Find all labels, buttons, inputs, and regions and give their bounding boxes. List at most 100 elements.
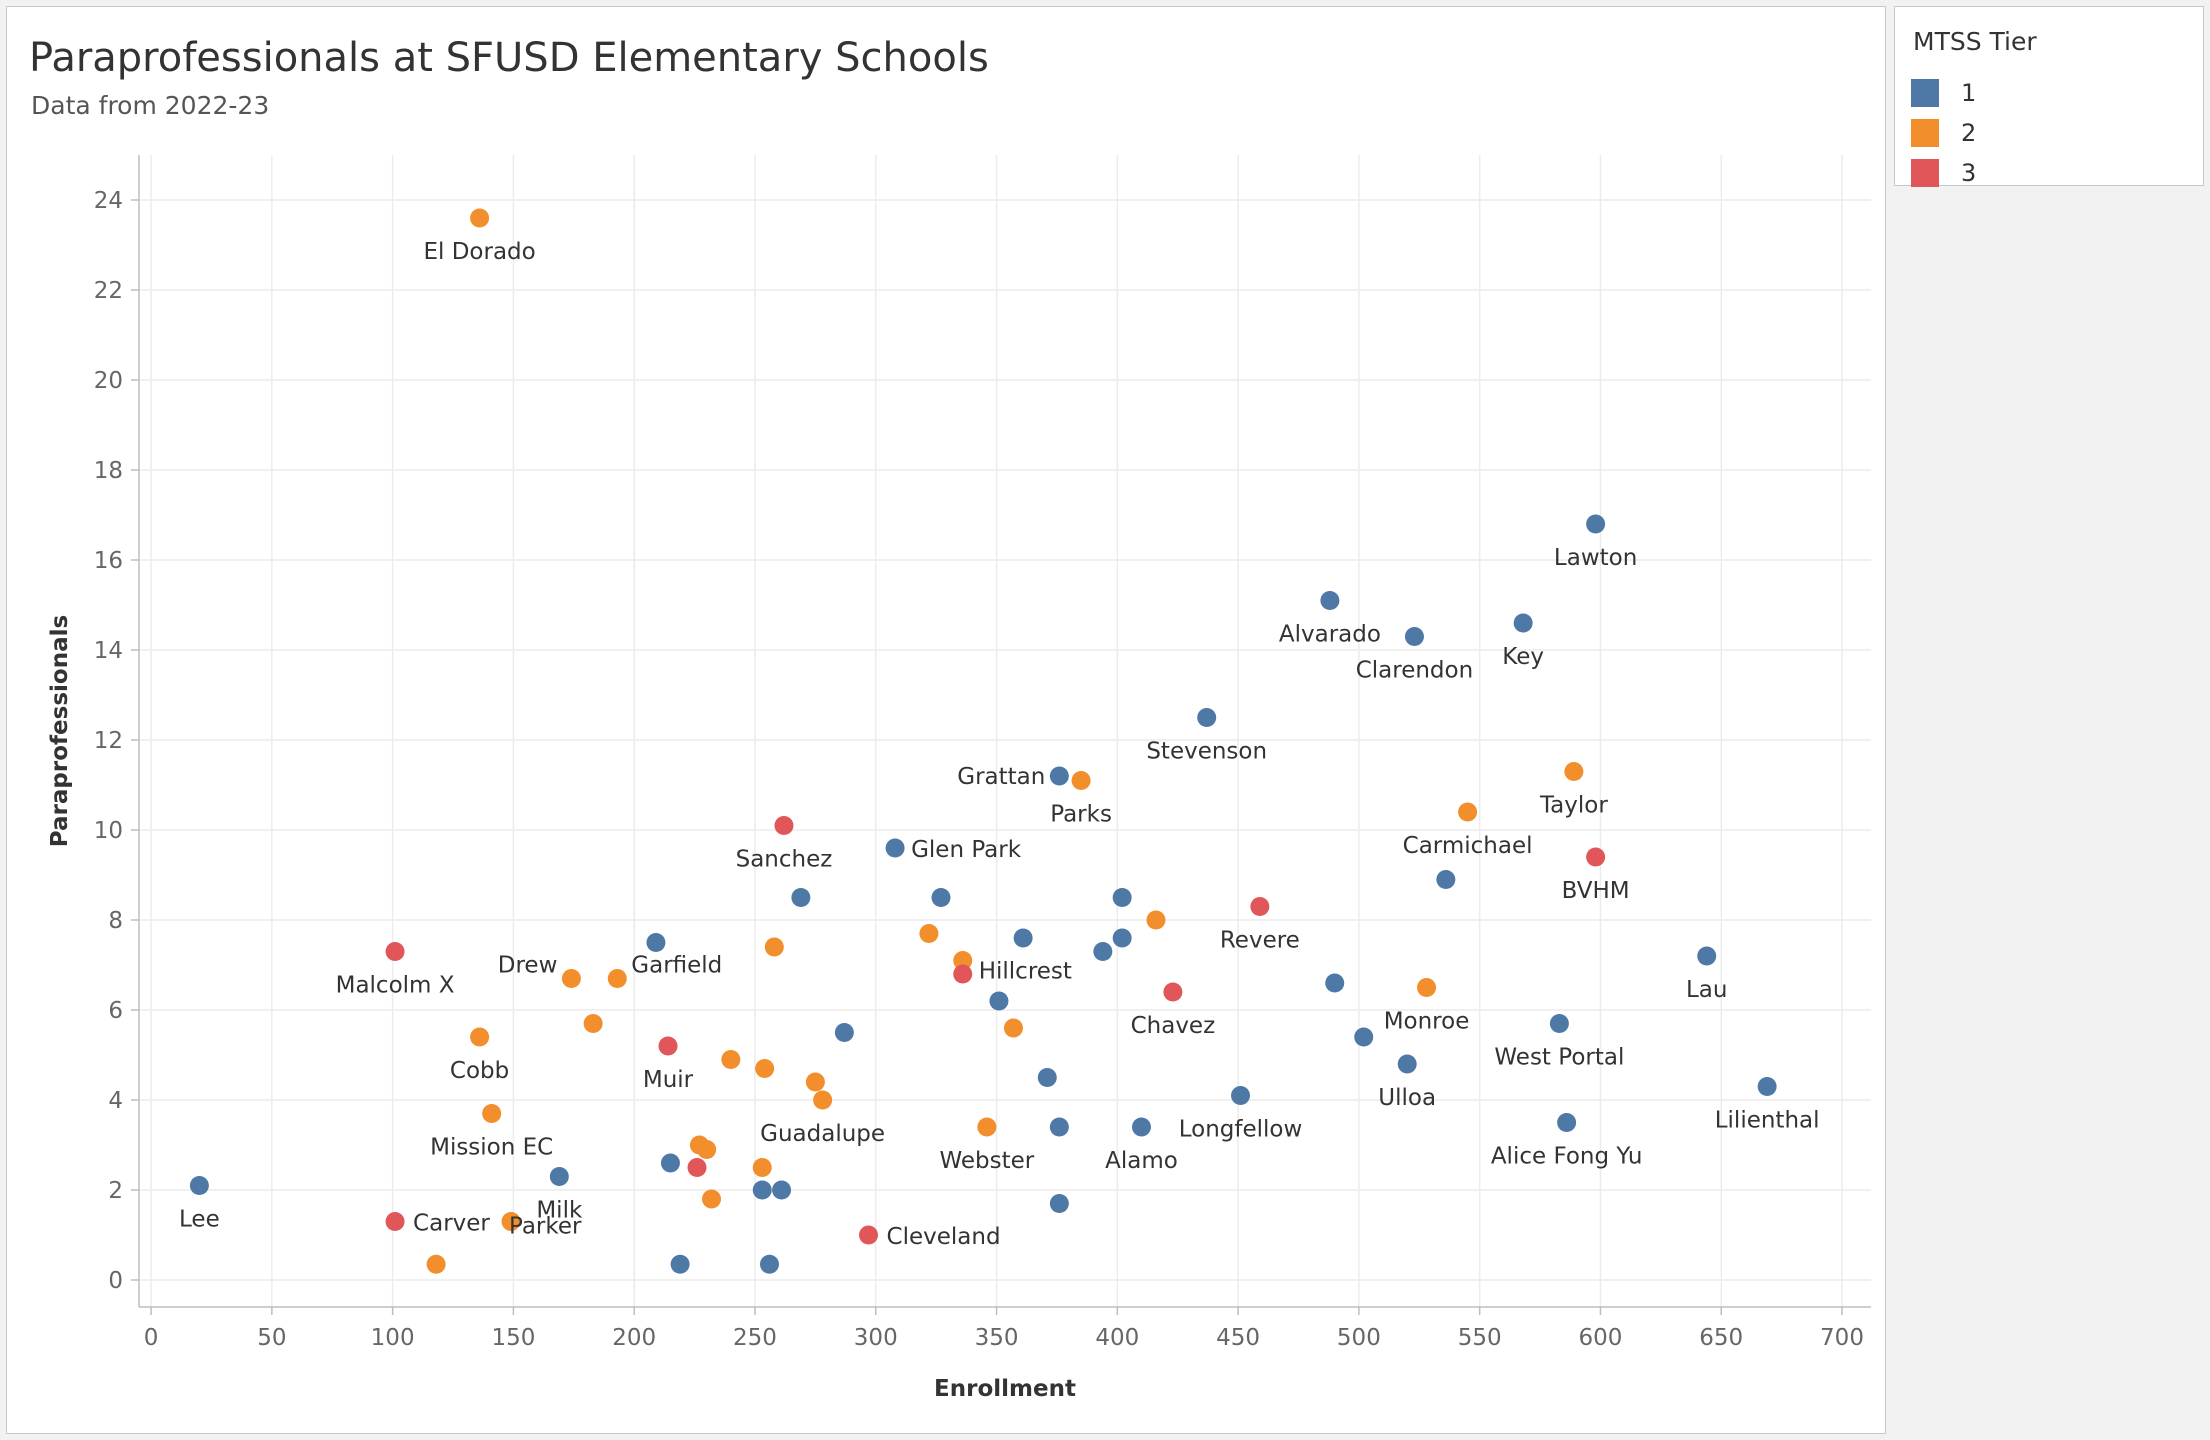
point-tier-3 xyxy=(774,816,794,835)
point-label-lau: Lau xyxy=(1686,977,1728,1003)
point-tier-1 xyxy=(1757,1077,1777,1096)
point-tier-2 xyxy=(482,1104,502,1123)
legend-label-tier-3: 3 xyxy=(1961,159,1977,187)
point-label-el-dorado: El Dorado xyxy=(423,239,535,265)
legend-item-tier-2[interactable]: 2 xyxy=(1911,118,1976,148)
point-tier-1 xyxy=(989,991,1009,1011)
point-label-key: Key xyxy=(1502,644,1544,670)
x-tick-label: 150 xyxy=(491,1325,535,1351)
point-label-drew: Drew xyxy=(498,953,558,979)
point-label-parker: Parker xyxy=(509,1214,582,1240)
point-label-lee: Lee xyxy=(179,1207,220,1233)
point-tier-2 xyxy=(764,937,784,957)
point-tier-2 xyxy=(919,924,939,943)
point-tier-2 xyxy=(1003,1018,1023,1038)
point-label-carver: Carver xyxy=(413,1211,490,1237)
x-tick-label: 200 xyxy=(612,1325,656,1351)
point-tier-1 xyxy=(1013,928,1033,948)
point-tier-1 xyxy=(1049,1117,1069,1137)
point-tier-1 xyxy=(670,1254,690,1274)
point-tier-1 xyxy=(1397,1054,1417,1074)
legend-title: MTSS Tier xyxy=(1913,27,2037,56)
point-tier-1 xyxy=(759,1254,779,1274)
point-tier-2 xyxy=(426,1254,446,1274)
point-tier-2 xyxy=(501,1212,521,1231)
point-label-webster: Webster xyxy=(940,1148,1035,1174)
point-tier-2 xyxy=(1146,910,1166,930)
point-tier-2 xyxy=(470,208,490,228)
point-tier-1 xyxy=(646,933,666,952)
point-tier-1 xyxy=(1549,1014,1569,1033)
point-tier-1 xyxy=(752,1180,772,1200)
x-tick-label: 700 xyxy=(1820,1325,1864,1351)
y-tick-label: 8 xyxy=(108,908,123,934)
point-tier-2 xyxy=(1417,978,1437,997)
y-tick-label: 10 xyxy=(94,818,123,844)
y-tick-label: 18 xyxy=(94,458,123,484)
point-label-hillcrest: Hillcrest xyxy=(979,959,1072,985)
point-tier-1 xyxy=(1197,708,1217,727)
point-label-cleveland: Cleveland xyxy=(887,1224,1001,1250)
y-axis-title: Paraprofessionals xyxy=(47,615,73,847)
point-tier-3 xyxy=(1250,897,1270,916)
point-tier-1 xyxy=(1049,766,1069,786)
point-tier-1 xyxy=(189,1176,209,1195)
point-tier-2 xyxy=(561,969,581,988)
point-tier-3 xyxy=(953,964,973,984)
point-tier-3 xyxy=(385,1212,405,1231)
point-tier-1 xyxy=(1325,973,1345,993)
point-tier-1 xyxy=(1131,1117,1151,1137)
point-tier-2 xyxy=(1071,771,1091,790)
point-tier-2 xyxy=(470,1027,490,1047)
legend-item-tier-3[interactable]: 3 xyxy=(1911,158,1976,188)
point-label-stevenson: Stevenson xyxy=(1146,739,1267,765)
point-tier-1 xyxy=(1586,514,1606,534)
chart-subtitle: Data from 2022-23 xyxy=(31,91,270,120)
point-tier-1 xyxy=(1093,942,1113,961)
point-tier-1 xyxy=(1697,946,1717,966)
legend-item-tier-1[interactable]: 1 xyxy=(1911,78,1976,108)
point-tier-3 xyxy=(859,1225,879,1245)
point-label-alice-fong-yu: Alice Fong Yu xyxy=(1491,1144,1643,1170)
point-tier-1 xyxy=(1513,613,1533,633)
legend-label-tier-1: 1 xyxy=(1961,79,1977,107)
x-tick-label: 50 xyxy=(257,1325,286,1351)
point-tier-3 xyxy=(658,1036,678,1056)
point-tier-1 xyxy=(1436,870,1456,889)
y-tick-label: 6 xyxy=(108,998,123,1024)
y-tick-label: 22 xyxy=(94,278,123,304)
point-label-lilienthal: Lilienthal xyxy=(1715,1108,1820,1134)
x-tick-label: 0 xyxy=(144,1325,159,1351)
point-tier-1 xyxy=(885,838,905,858)
x-tick-label: 650 xyxy=(1699,1325,1743,1351)
x-tick-label: 600 xyxy=(1578,1325,1622,1351)
point-label-mission-ec: Mission EC xyxy=(430,1135,553,1161)
x-tick-label: 500 xyxy=(1337,1325,1381,1351)
point-label-west-portal: West Portal xyxy=(1494,1045,1624,1071)
point-label-milk: Milk xyxy=(536,1198,583,1224)
point-label-sanchez: Sanchez xyxy=(736,847,833,873)
point-tier-1 xyxy=(660,1153,680,1173)
y-tick-label: 12 xyxy=(94,728,123,754)
point-label-longfellow: Longfellow xyxy=(1179,1117,1303,1143)
point-tier-1 xyxy=(1320,591,1340,610)
x-tick-label: 350 xyxy=(975,1325,1019,1351)
point-tier-1 xyxy=(1231,1086,1251,1105)
x-tick-label: 250 xyxy=(733,1325,777,1351)
point-tier-1 xyxy=(549,1167,569,1186)
point-tier-1 xyxy=(772,1180,792,1200)
point-tier-1 xyxy=(791,888,811,907)
chart-title: Paraprofessionals at SFUSD Elementary Sc… xyxy=(29,35,989,81)
y-tick-label: 16 xyxy=(94,548,123,574)
point-label-lawton: Lawton xyxy=(1554,545,1637,571)
point-label-muir: Muir xyxy=(643,1067,694,1093)
point-tier-1 xyxy=(1112,928,1132,948)
point-tier-3 xyxy=(385,942,405,961)
point-label-guadalupe: Guadalupe xyxy=(760,1121,885,1147)
legend-swatch-tier-1 xyxy=(1911,79,1939,107)
point-tier-1 xyxy=(1037,1068,1057,1087)
point-label-ulloa: Ulloa xyxy=(1378,1085,1436,1111)
point-label-chavez: Chavez xyxy=(1131,1013,1216,1039)
point-tier-1 xyxy=(834,1023,854,1042)
point-tier-2 xyxy=(697,1140,717,1159)
